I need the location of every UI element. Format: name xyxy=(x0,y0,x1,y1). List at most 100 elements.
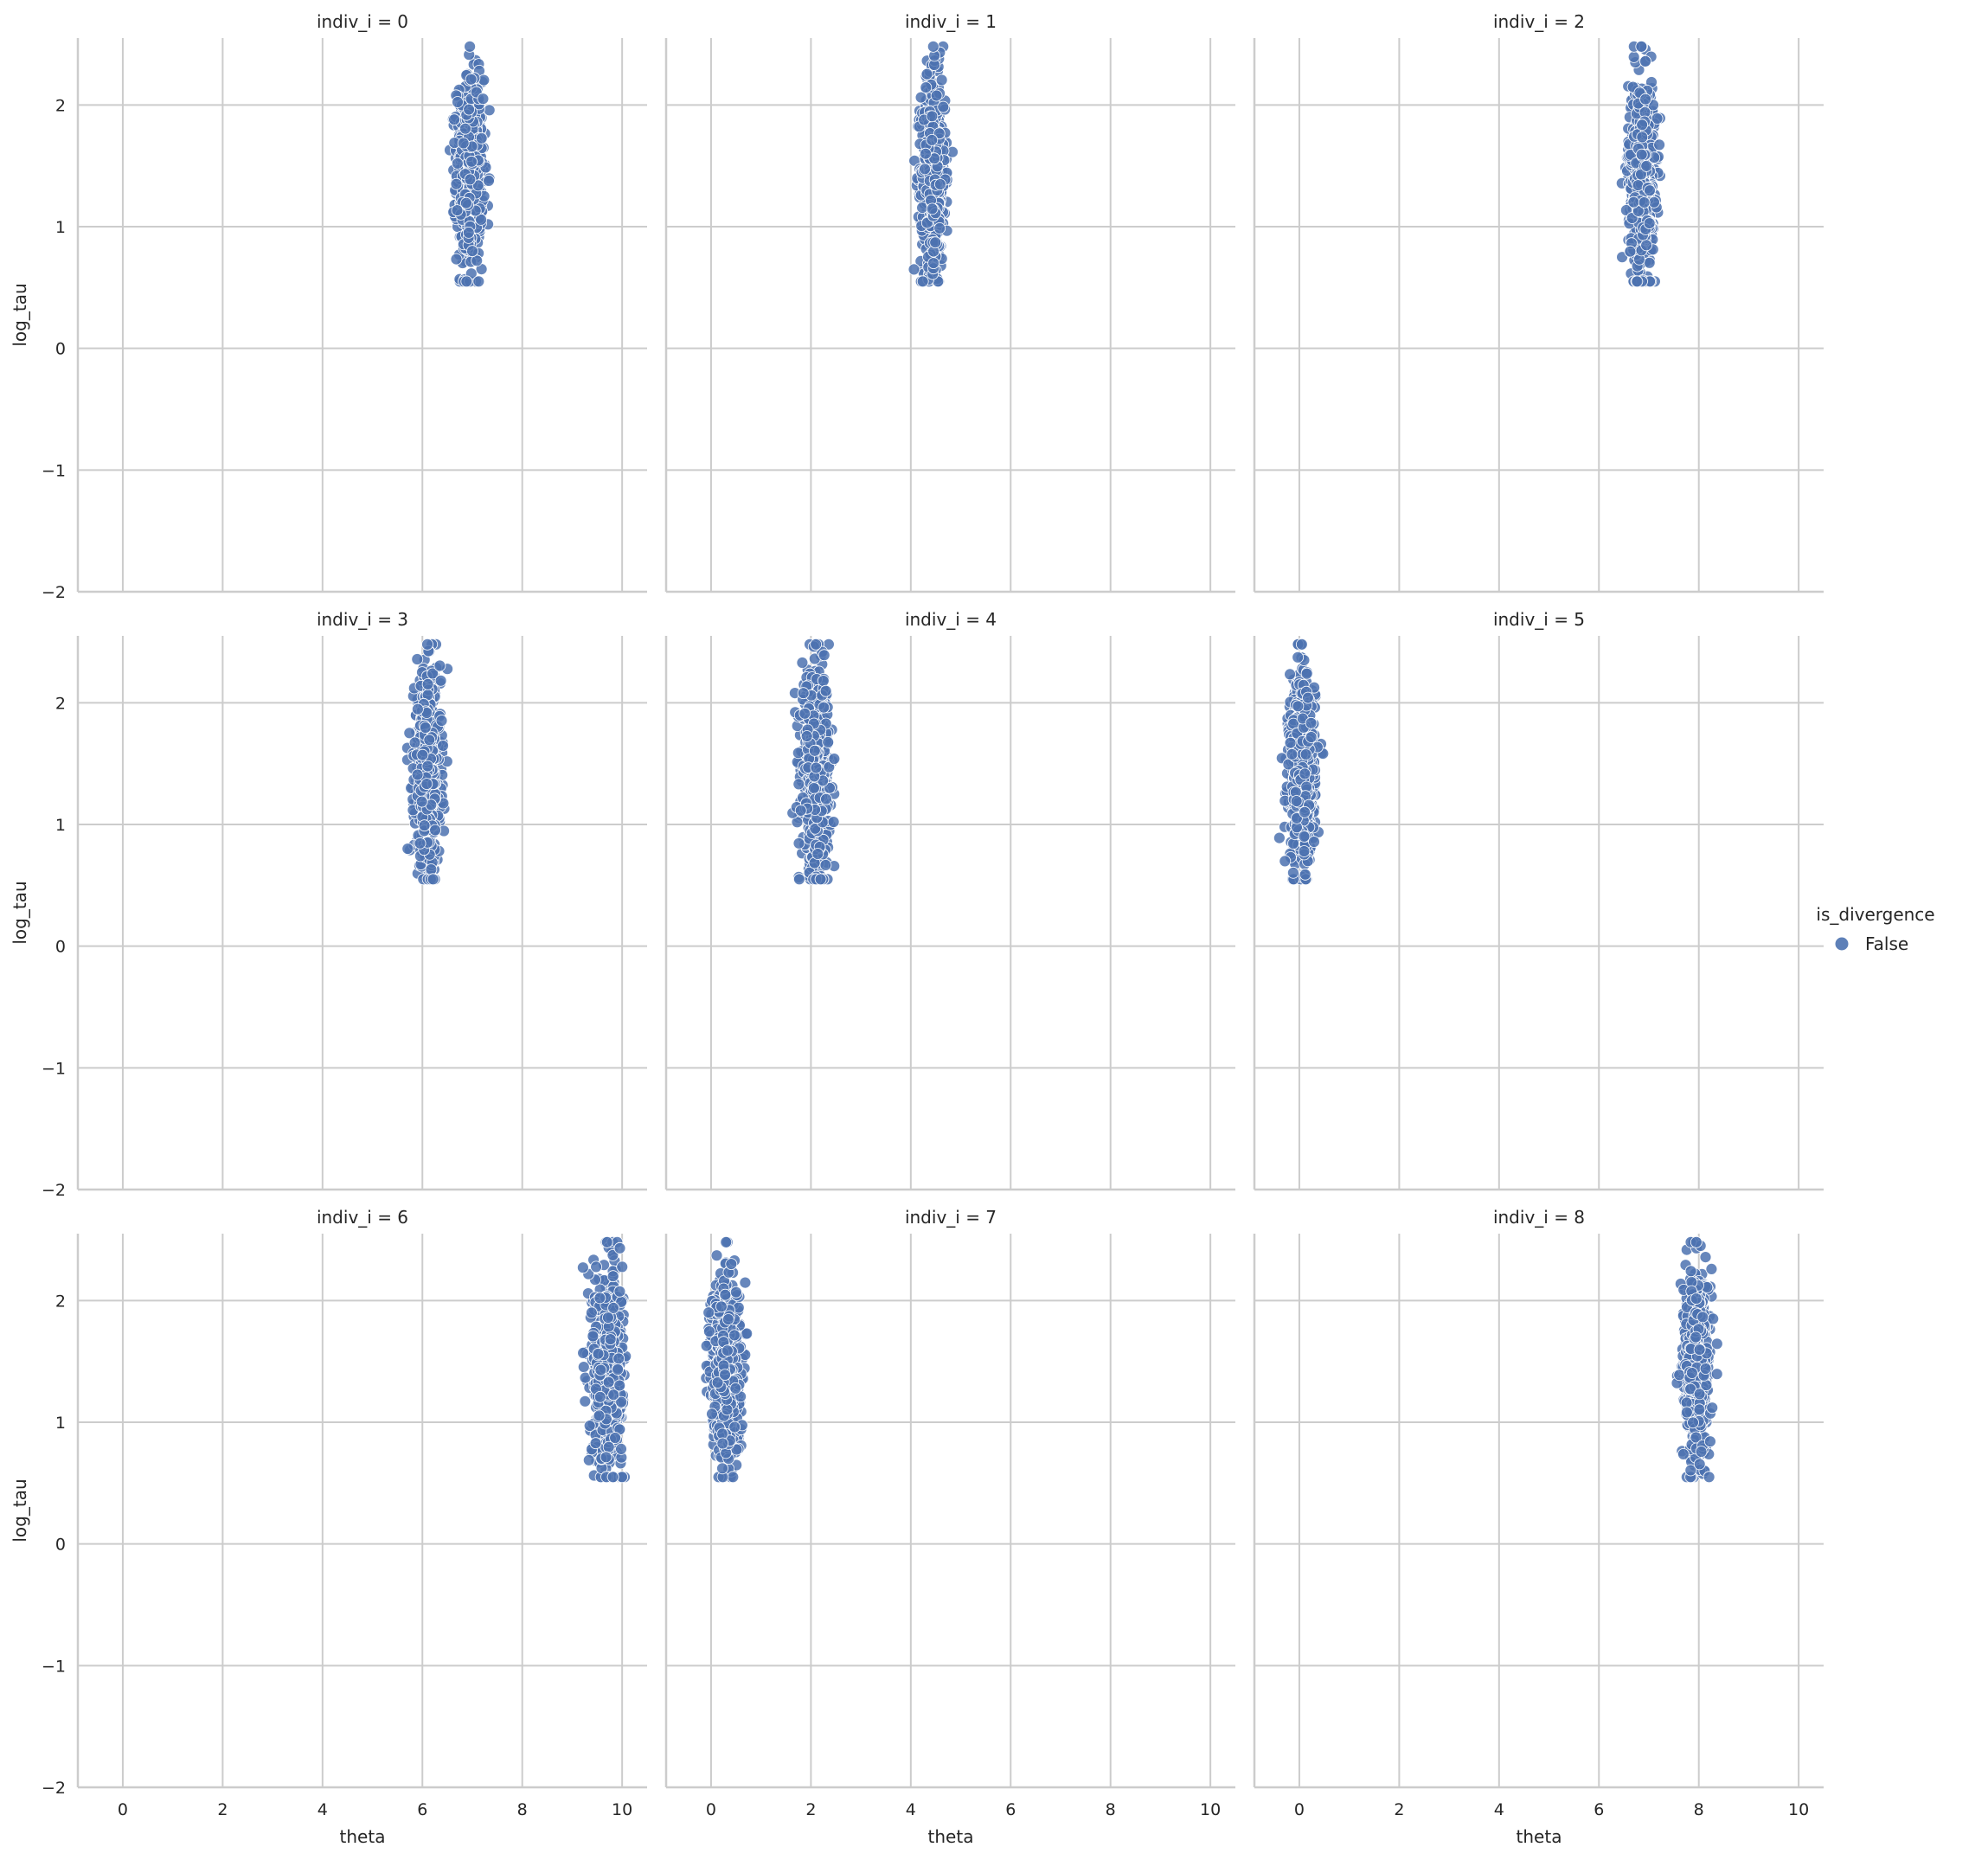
scatter-point xyxy=(1627,51,1640,63)
scatter-point xyxy=(926,202,939,215)
scatter-point xyxy=(1302,691,1314,704)
scatter-point xyxy=(411,702,424,715)
scatter-point xyxy=(927,257,939,270)
scatter-point xyxy=(1287,866,1299,879)
scatter-point xyxy=(797,687,810,700)
scatter-point xyxy=(613,1241,626,1254)
scatter-point xyxy=(1636,131,1649,144)
scatter-point xyxy=(1305,731,1318,743)
panel-title: indiv_i = 0 xyxy=(317,11,408,32)
scatter-point xyxy=(464,173,477,186)
scatter-point xyxy=(450,253,463,266)
scatter-point xyxy=(587,1330,600,1343)
scatter-point xyxy=(814,873,827,886)
scatter-point xyxy=(411,653,424,665)
scatter-point xyxy=(437,740,449,752)
scatter-point xyxy=(1644,184,1656,197)
scatter-point xyxy=(920,81,933,93)
scatter-point xyxy=(914,91,927,104)
scatter-point xyxy=(794,805,807,817)
scatter-point xyxy=(415,795,428,808)
y-tick-label: 1 xyxy=(55,816,66,835)
scatter-point xyxy=(1636,119,1648,131)
y-axis-label: log_tau xyxy=(10,1478,30,1542)
x-tick-label: 10 xyxy=(612,1800,632,1819)
scatter-point xyxy=(1639,93,1651,106)
scatter-point xyxy=(808,744,821,757)
scatter-point xyxy=(471,179,484,192)
scatter-point xyxy=(1635,148,1648,161)
scatter-point xyxy=(1286,748,1299,760)
scatter-point xyxy=(471,254,484,267)
scatter-points xyxy=(1615,40,1666,288)
scatter-point xyxy=(466,245,478,258)
scatter-point xyxy=(419,722,432,734)
scatter-point xyxy=(930,89,943,102)
scatter-points xyxy=(786,638,841,886)
scatter-point xyxy=(927,40,939,53)
scatter-point xyxy=(1273,831,1286,844)
scatter-point xyxy=(1653,138,1665,151)
scatter-point xyxy=(472,275,485,288)
scatter-point xyxy=(1627,196,1640,208)
y-tick-label: −2 xyxy=(42,1181,66,1200)
scatter-point xyxy=(1638,196,1651,208)
y-tick-label: 0 xyxy=(55,938,66,957)
scatter-point xyxy=(1635,40,1648,53)
scatter-point xyxy=(460,196,472,209)
panel-title: indiv_i = 6 xyxy=(317,1207,408,1228)
scatter-point xyxy=(589,1437,602,1450)
scatter-point xyxy=(1279,855,1292,868)
scatter-point xyxy=(465,155,478,168)
scatter-point xyxy=(1308,836,1320,848)
scatter-point xyxy=(1305,716,1318,729)
scatter-point xyxy=(435,715,448,727)
panel-title: indiv_i = 4 xyxy=(905,609,997,630)
scatter-points xyxy=(444,40,496,288)
scatter-point xyxy=(1640,239,1652,252)
scatter-point xyxy=(448,113,460,126)
scatter-points xyxy=(401,638,453,886)
scatter-point xyxy=(416,748,429,761)
scatter-point xyxy=(793,873,805,886)
x-tick-label: 2 xyxy=(217,1800,228,1819)
scatter-point xyxy=(1299,805,1311,818)
scatter-point xyxy=(907,263,920,276)
panel-title: indiv_i = 5 xyxy=(1493,609,1585,630)
scatter-point xyxy=(810,761,823,774)
scatter-point xyxy=(615,1443,627,1455)
scatter-point xyxy=(483,174,495,187)
scatter-point xyxy=(822,736,835,748)
scatter-point xyxy=(792,778,805,791)
x-tick-label: 6 xyxy=(417,1800,427,1819)
scatter-point xyxy=(475,131,488,144)
scatter-point xyxy=(1292,651,1305,664)
y-tick-label: 2 xyxy=(55,694,66,713)
scatter-point xyxy=(423,734,436,747)
y-tick-label: −1 xyxy=(42,461,66,480)
scatter-point xyxy=(1624,245,1637,258)
scatter-point xyxy=(920,147,932,160)
panel-title: indiv_i = 2 xyxy=(1493,11,1585,32)
x-tick-label: 8 xyxy=(517,1800,528,1819)
scatter-point xyxy=(452,157,464,170)
scatter-point xyxy=(800,730,813,742)
scatter-point xyxy=(1295,638,1308,651)
scatter-point xyxy=(577,1361,590,1373)
facet-panel-2: indiv_i = 2 xyxy=(1253,11,1824,593)
y-tick-label: 0 xyxy=(55,1536,66,1555)
scatter-point xyxy=(426,873,439,886)
scatter-point xyxy=(582,1453,595,1466)
scatter-point xyxy=(420,778,433,790)
scatter-point xyxy=(1284,668,1296,681)
facet-panel-4: indiv_i = 4 xyxy=(664,609,1235,1191)
scatter-point xyxy=(477,93,490,106)
scatter-point xyxy=(1631,275,1644,288)
scatter-point xyxy=(937,100,950,113)
scatter-point xyxy=(933,221,946,234)
scatter-point xyxy=(1299,748,1312,760)
scatter-point xyxy=(464,40,476,53)
scatter-point xyxy=(820,792,832,805)
scatter-point xyxy=(421,760,434,773)
